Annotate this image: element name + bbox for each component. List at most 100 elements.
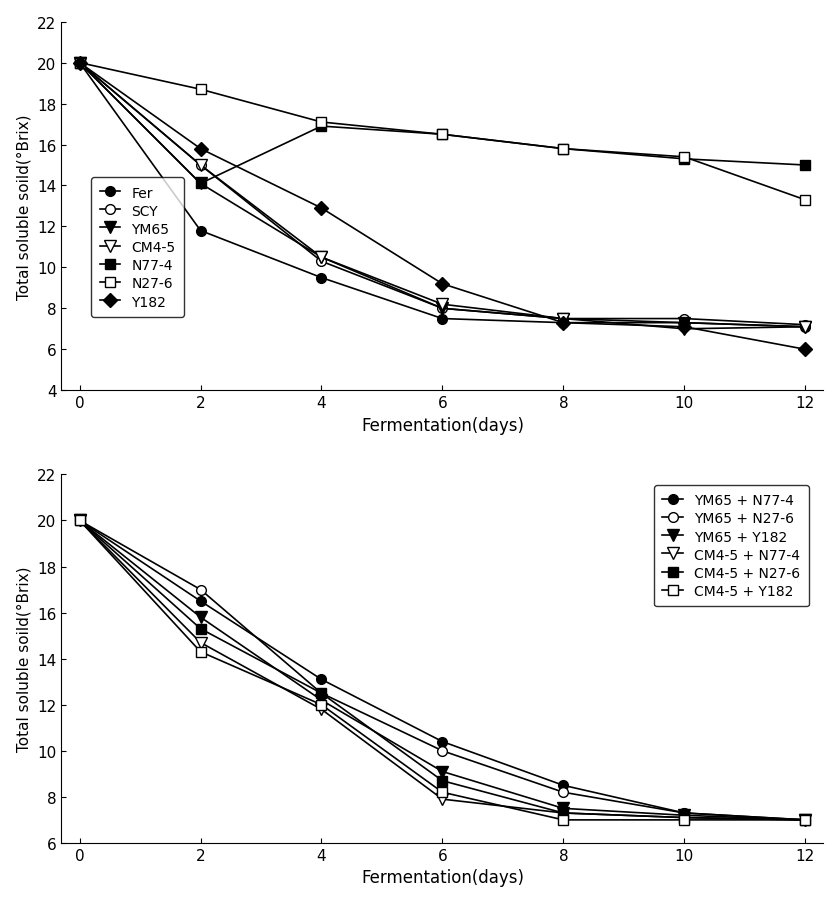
- Y-axis label: Total soluble soild(°Brix): Total soluble soild(°Brix): [17, 114, 32, 300]
- Line: CM4-5 + Y182: CM4-5 + Y182: [75, 516, 810, 824]
- YM65 + N27-6: [559, 787, 569, 797]
- Fer: [680, 318, 690, 329]
- YM65: [559, 313, 569, 324]
- YM65: [438, 303, 448, 314]
- Line: YM65: YM65: [74, 58, 811, 333]
- CM4-5 + N77-4: [75, 516, 85, 526]
- Line: CM4-5 + N77-4: CM4-5 + N77-4: [74, 516, 811, 825]
- N27-6: [317, 117, 327, 128]
- CM4-5: [680, 324, 690, 335]
- Y182: [801, 344, 811, 355]
- Y182: [438, 279, 448, 290]
- CM4-5: [75, 58, 85, 69]
- YM65: [75, 58, 85, 69]
- CM4-5 + N27-6: [317, 688, 327, 699]
- CM4-5 + Y182: [438, 787, 448, 797]
- Line: N27-6: N27-6: [75, 59, 810, 206]
- N77-4: [801, 161, 811, 172]
- Fer: [75, 58, 85, 69]
- YM65 + N77-4: [196, 596, 206, 607]
- YM65 + N27-6: [801, 815, 811, 825]
- YM65: [801, 322, 811, 333]
- CM4-5 + Y182: [317, 700, 327, 711]
- Line: Fer: Fer: [75, 59, 810, 332]
- CM4-5 + N77-4: [680, 813, 690, 824]
- N77-4: [75, 58, 85, 69]
- CM4-5 + N27-6: [680, 813, 690, 824]
- CM4-5 + Y182: [196, 647, 206, 657]
- CM4-5: [559, 313, 569, 324]
- N27-6: [680, 153, 690, 163]
- N27-6: [559, 144, 569, 155]
- CM4-5: [438, 300, 448, 311]
- CM4-5 + N27-6: [438, 776, 448, 787]
- CM4-5 + Y182: [559, 815, 569, 825]
- YM65 + N77-4: [75, 516, 85, 526]
- X-axis label: Fermentation(days): Fermentation(days): [361, 416, 524, 434]
- N27-6: [75, 58, 85, 69]
- Fer: [559, 318, 569, 329]
- CM4-5 + Y182: [75, 516, 85, 526]
- CM4-5: [801, 322, 811, 333]
- Line: YM65 + N27-6: YM65 + N27-6: [75, 516, 810, 824]
- Line: N77-4: N77-4: [75, 59, 810, 189]
- Legend: YM65 + N77-4, YM65 + N27-6, YM65 + Y182, CM4-5 + N77-4, CM4-5 + N27-6, CM4-5 + Y: YM65 + N77-4, YM65 + N27-6, YM65 + Y182,…: [654, 486, 809, 607]
- YM65 + N27-6: [196, 584, 206, 595]
- CM4-5 + N27-6: [559, 807, 569, 818]
- YM65 + Y182: [196, 612, 206, 623]
- Line: SCY: SCY: [75, 59, 810, 330]
- CM4-5 + N27-6: [75, 516, 85, 526]
- N27-6: [801, 195, 811, 206]
- Fer: [317, 273, 327, 284]
- N77-4: [196, 179, 206, 190]
- Y182: [196, 144, 206, 155]
- CM4-5: [317, 253, 327, 264]
- SCY: [196, 161, 206, 172]
- Y182: [559, 318, 569, 329]
- Fer: [196, 226, 206, 237]
- YM65: [680, 318, 690, 329]
- Line: YM65 + Y182: YM65 + Y182: [74, 516, 811, 825]
- YM65 + Y182: [801, 815, 811, 825]
- CM4-5 + N77-4: [317, 704, 327, 715]
- YM65 + N77-4: [801, 815, 811, 825]
- SCY: [438, 303, 448, 314]
- YM65 + N27-6: [680, 807, 690, 818]
- Y-axis label: Total soluble soild(°Brix): Total soluble soild(°Brix): [17, 566, 32, 751]
- YM65 + Y182: [680, 810, 690, 821]
- N77-4: [559, 144, 569, 155]
- SCY: [75, 58, 85, 69]
- X-axis label: Fermentation(days): Fermentation(days): [361, 869, 524, 887]
- Legend: Fer, SCY, YM65, CM4-5, N77-4, N27-6, Y182: Fer, SCY, YM65, CM4-5, N77-4, N27-6, Y18…: [92, 178, 184, 318]
- N27-6: [438, 130, 448, 141]
- CM4-5 + Y182: [801, 815, 811, 825]
- YM65 + N77-4: [559, 780, 569, 791]
- Fer: [438, 313, 448, 324]
- CM4-5 + N77-4: [801, 815, 811, 825]
- YM65 + N27-6: [317, 688, 327, 699]
- YM65 + N77-4: [680, 807, 690, 818]
- Line: CM4-5 + N27-6: CM4-5 + N27-6: [75, 516, 810, 824]
- YM65 + N27-6: [438, 746, 448, 757]
- YM65 + Y182: [559, 803, 569, 814]
- YM65: [196, 179, 206, 190]
- CM4-5 + N77-4: [559, 807, 569, 818]
- YM65 + Y182: [317, 695, 327, 706]
- SCY: [680, 313, 690, 324]
- N77-4: [317, 122, 327, 133]
- SCY: [317, 256, 327, 267]
- YM65 + N27-6: [75, 516, 85, 526]
- CM4-5 + N77-4: [438, 794, 448, 805]
- Y182: [317, 203, 327, 214]
- SCY: [559, 313, 569, 324]
- YM65 + Y182: [75, 516, 85, 526]
- CM4-5 + N27-6: [801, 815, 811, 825]
- SCY: [801, 320, 811, 330]
- Line: Y182: Y182: [75, 59, 810, 355]
- Y182: [680, 322, 690, 333]
- N27-6: [196, 85, 206, 96]
- YM65 + N77-4: [317, 675, 327, 685]
- CM4-5 + Y182: [680, 815, 690, 825]
- CM4-5 + N77-4: [196, 638, 206, 648]
- YM65: [317, 253, 327, 264]
